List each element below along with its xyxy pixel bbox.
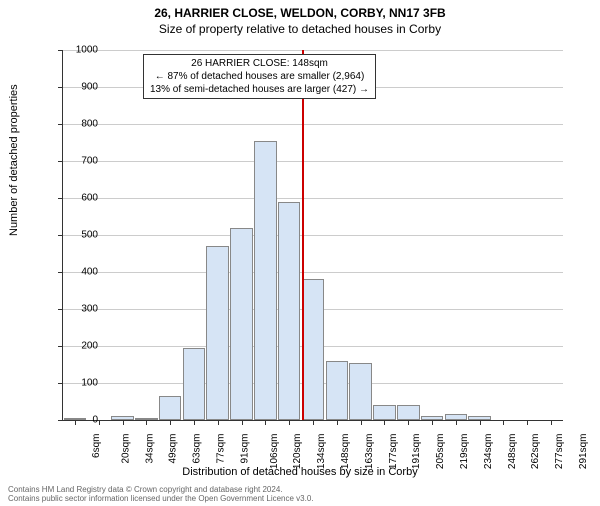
x-tick-mark	[289, 420, 290, 425]
histogram-bar	[421, 416, 444, 420]
x-tick-label: 91sqm	[239, 434, 250, 464]
grid-line	[63, 50, 563, 51]
page-subtitle: Size of property relative to detached ho…	[0, 22, 600, 36]
x-tick-label: 6sqm	[91, 434, 102, 458]
x-tick-mark	[242, 420, 243, 425]
y-tick-label: 900	[58, 82, 98, 93]
grid-line	[63, 235, 563, 236]
histogram-bar	[64, 418, 87, 420]
y-axis-label: Number of detached properties	[8, 84, 20, 236]
histogram-bar	[206, 246, 229, 420]
footer-attribution: Contains HM Land Registry data © Crown c…	[8, 485, 314, 504]
x-tick-mark	[313, 420, 314, 425]
x-tick-label: 106sqm	[269, 434, 280, 470]
y-tick-label: 0	[58, 415, 98, 426]
x-tick-mark	[146, 420, 147, 425]
x-tick-mark	[170, 420, 171, 425]
page-title: 26, HARRIER CLOSE, WELDON, CORBY, NN17 3…	[0, 6, 600, 20]
footer-line-2: Contains public sector information licen…	[8, 494, 314, 504]
y-tick-label: 700	[58, 156, 98, 167]
info-line-3: 13% of semi-detached houses are larger (…	[150, 83, 369, 96]
histogram-bar	[468, 416, 491, 420]
y-tick-label: 300	[58, 304, 98, 315]
x-tick-label: 291sqm	[578, 434, 589, 470]
plot-area: 26 HARRIER CLOSE: 148sqm ← 87% of detach…	[62, 50, 563, 421]
y-tick-label: 1000	[58, 45, 98, 56]
x-tick-label: 191sqm	[412, 434, 423, 470]
histogram-bar	[183, 348, 206, 420]
y-tick-label: 200	[58, 341, 98, 352]
x-tick-label: 219sqm	[459, 434, 470, 470]
histogram-bar	[278, 202, 301, 420]
grid-line	[63, 198, 563, 199]
x-tick-mark	[480, 420, 481, 425]
x-tick-label: 262sqm	[531, 434, 542, 470]
x-tick-label: 163sqm	[364, 434, 375, 470]
histogram-bar	[159, 396, 182, 420]
x-tick-label: 177sqm	[388, 434, 399, 470]
chart-container: 26, HARRIER CLOSE, WELDON, CORBY, NN17 3…	[0, 6, 600, 506]
histogram-bar	[445, 414, 468, 420]
info-line-1: 26 HARRIER CLOSE: 148sqm	[150, 57, 369, 70]
y-tick-label: 500	[58, 230, 98, 241]
histogram-bar	[254, 141, 277, 420]
x-tick-label: 205sqm	[435, 434, 446, 470]
x-tick-label: 20sqm	[120, 434, 131, 464]
x-tick-mark	[527, 420, 528, 425]
x-tick-mark	[408, 420, 409, 425]
histogram-bar	[230, 228, 253, 420]
histogram-bar	[349, 363, 372, 420]
x-tick-label: 34sqm	[144, 434, 155, 464]
x-tick-mark	[503, 420, 504, 425]
histogram-bar	[302, 279, 325, 420]
grid-line	[63, 124, 563, 125]
x-tick-mark	[337, 420, 338, 425]
y-tick-label: 100	[58, 378, 98, 389]
x-tick-label: 120sqm	[292, 434, 303, 470]
x-tick-mark	[361, 420, 362, 425]
histogram-bar	[326, 361, 349, 420]
x-tick-label: 77sqm	[215, 434, 226, 464]
info-line-2: ← 87% of detached houses are smaller (2,…	[150, 70, 369, 83]
histogram-bar	[373, 405, 396, 420]
x-tick-label: 248sqm	[507, 434, 518, 470]
y-tick-label: 400	[58, 267, 98, 278]
x-tick-label: 134sqm	[316, 434, 327, 470]
info-box: 26 HARRIER CLOSE: 148sqm ← 87% of detach…	[143, 54, 376, 99]
x-tick-label: 49sqm	[168, 434, 179, 464]
x-tick-label: 148sqm	[340, 434, 351, 470]
x-tick-mark	[99, 420, 100, 425]
x-tick-mark	[218, 420, 219, 425]
footer-line-1: Contains HM Land Registry data © Crown c…	[8, 485, 314, 495]
x-tick-label: 63sqm	[192, 434, 203, 464]
x-tick-label: 234sqm	[483, 434, 494, 470]
x-tick-mark	[194, 420, 195, 425]
y-tick-label: 600	[58, 193, 98, 204]
histogram-bar	[111, 416, 134, 420]
x-tick-mark	[456, 420, 457, 425]
x-tick-mark	[551, 420, 552, 425]
grid-line	[63, 161, 563, 162]
x-tick-mark	[123, 420, 124, 425]
x-tick-mark	[432, 420, 433, 425]
grid-line	[63, 272, 563, 273]
histogram-bar	[397, 405, 420, 420]
x-tick-mark	[265, 420, 266, 425]
y-tick-label: 800	[58, 119, 98, 130]
x-tick-mark	[384, 420, 385, 425]
reference-line	[302, 50, 304, 420]
x-tick-label: 277sqm	[554, 434, 565, 470]
histogram-bar	[135, 418, 158, 420]
